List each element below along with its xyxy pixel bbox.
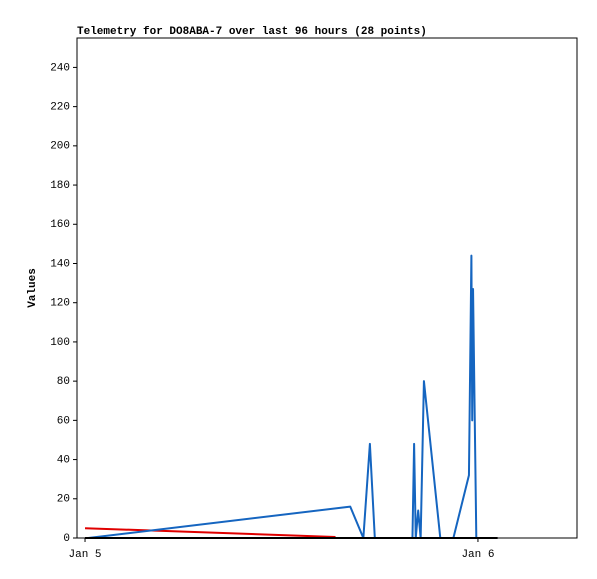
y-tick-label: 240 [50,62,70,74]
y-tick-label: 200 [50,141,70,153]
y-tick-label: 0 [63,533,70,545]
y-tick-label: 60 [57,415,70,427]
plot-frame [76,37,578,539]
y-tick-label: 80 [57,376,70,388]
y-tick-label: 220 [50,102,70,114]
chart-title: Telemetry for DO8ABA-7 over last 96 hour… [77,26,427,38]
y-tick-label: 180 [50,180,70,192]
y-tick-label: 100 [50,337,70,349]
y-tick-label: 140 [50,258,70,270]
x-tick-label: Jan 6 [461,549,494,561]
y-tick-label: 160 [50,219,70,231]
x-tick-label: Jan 5 [69,549,102,561]
y-tick-label: 40 [57,454,70,466]
y-tick-label: 20 [57,494,70,506]
series-line [88,254,478,539]
y-axis-label: Values [27,268,39,308]
series-line [84,527,336,539]
y-tick-label: 120 [50,298,70,310]
